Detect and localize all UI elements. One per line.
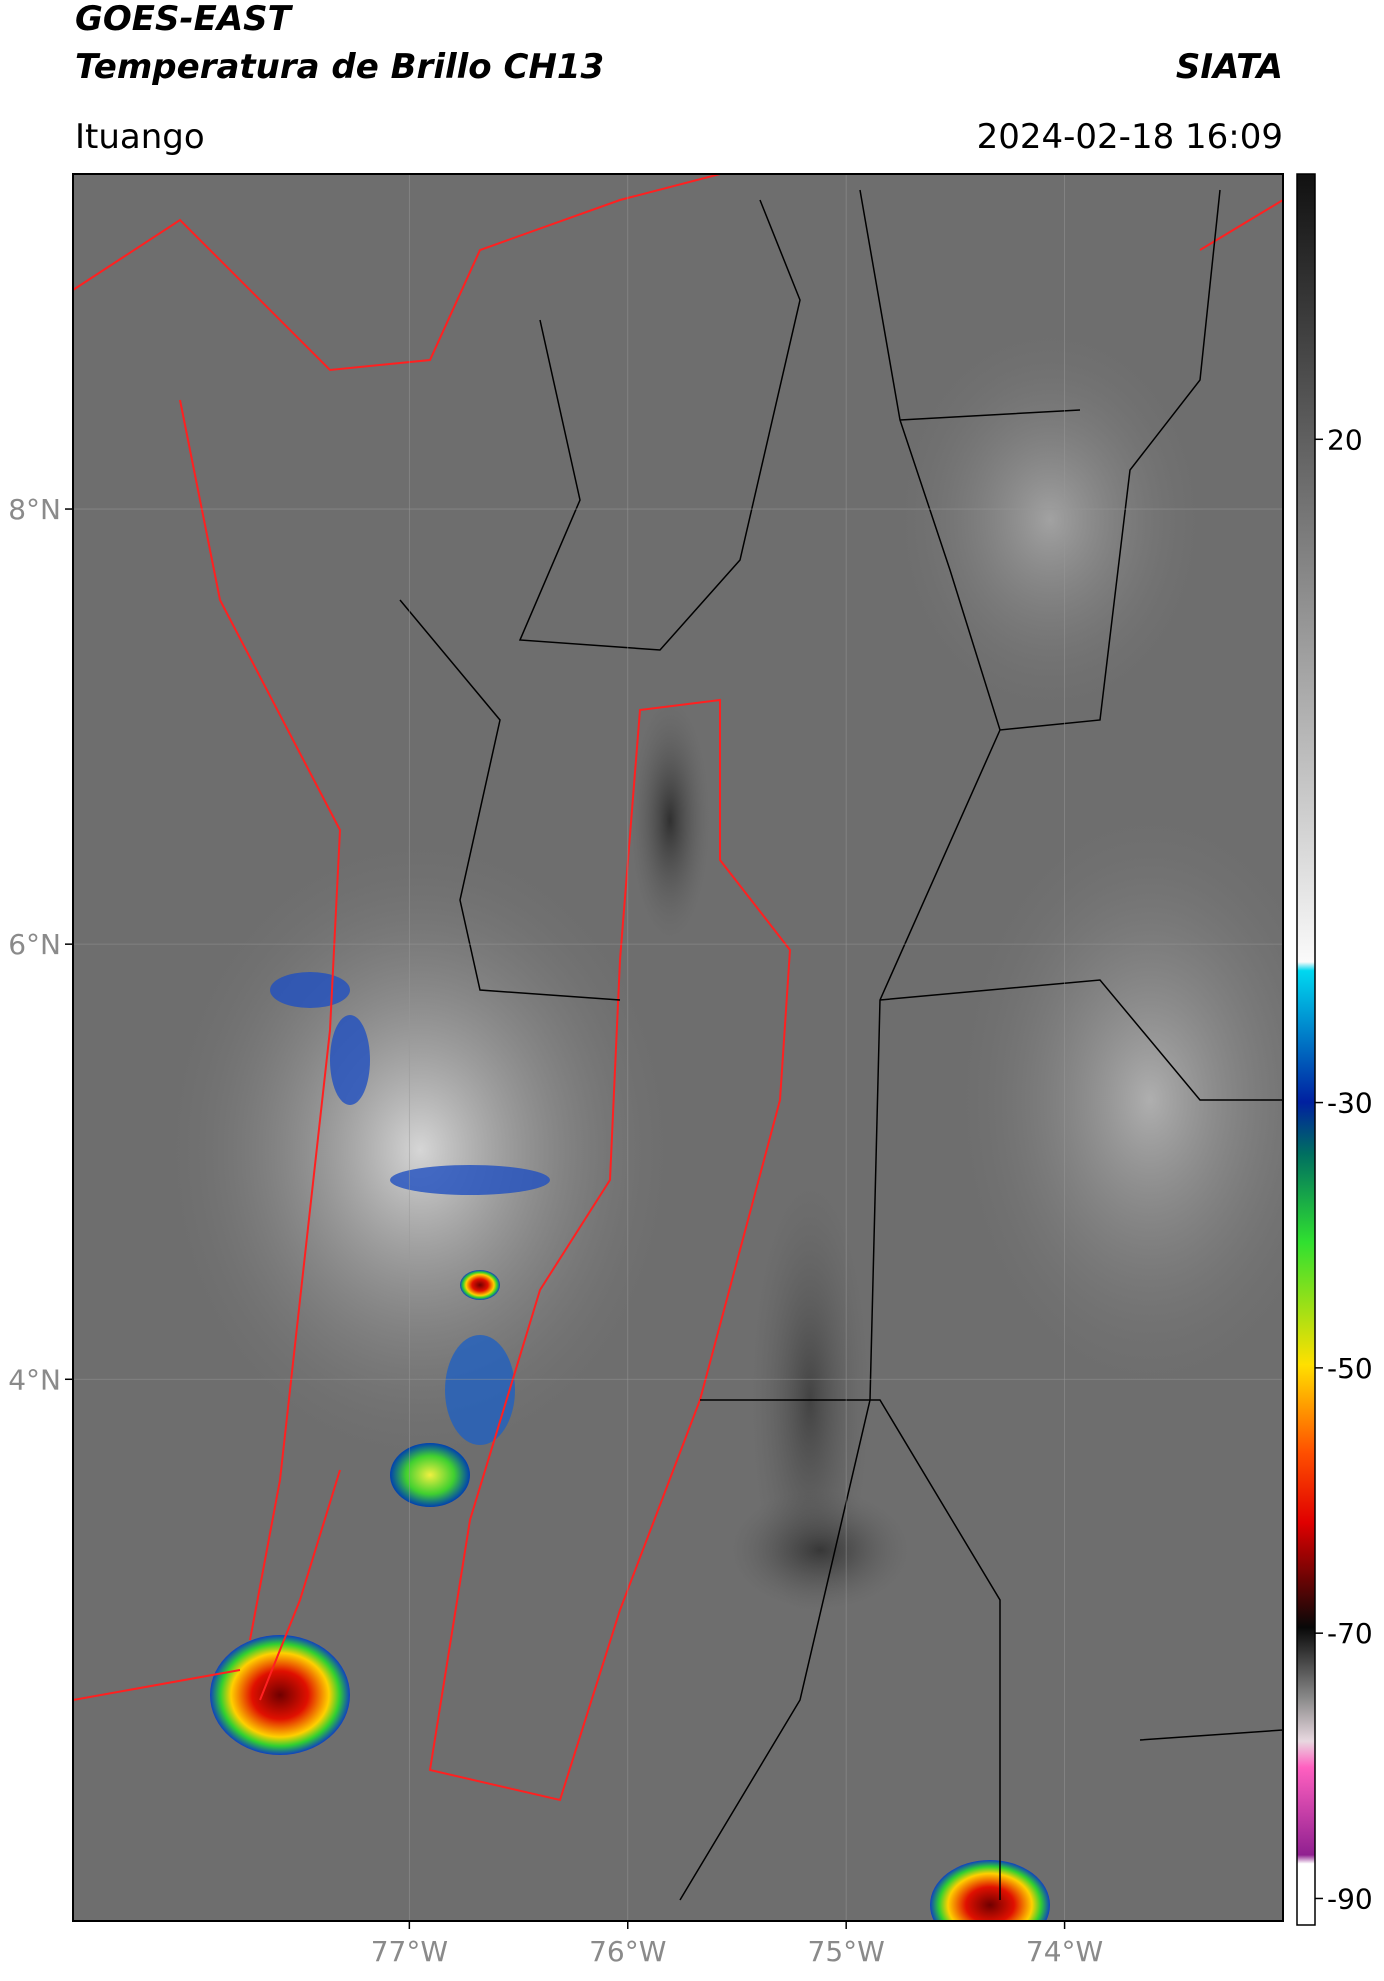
x-tick-label: 77°W (371, 1935, 448, 1968)
colorbar-tick-label: -70 (1327, 1617, 1373, 1650)
satellite-image (73, 174, 1283, 1921)
colorbar-tick-label: -90 (1327, 1882, 1373, 1915)
y-tick-label: 8°N (8, 493, 61, 526)
organization: SIATA (1176, 47, 1283, 87)
map-frame (72, 173, 1284, 1922)
x-tick-label: 74°W (1026, 1935, 1103, 1968)
colorbar-tick-label: 20 (1327, 423, 1363, 456)
x-tick-label: 75°W (808, 1935, 885, 1968)
x-tick-label: 76°W (589, 1935, 666, 1968)
graticule (73, 174, 1283, 1921)
colorbar (1296, 173, 1316, 1926)
title-line2: Temperatura de Brillo CH13 (75, 47, 604, 87)
colorbar-tick-label: -30 (1327, 1087, 1373, 1120)
location: Ituango (75, 117, 205, 157)
datetime: 2024-02-18 16:09 (977, 117, 1283, 157)
y-tick-label: 6°N (8, 928, 61, 961)
colorbar-tick-label: -50 (1327, 1352, 1373, 1385)
title-line1: GOES-EAST (75, 0, 294, 39)
y-tick-label: 4°N (8, 1363, 61, 1396)
